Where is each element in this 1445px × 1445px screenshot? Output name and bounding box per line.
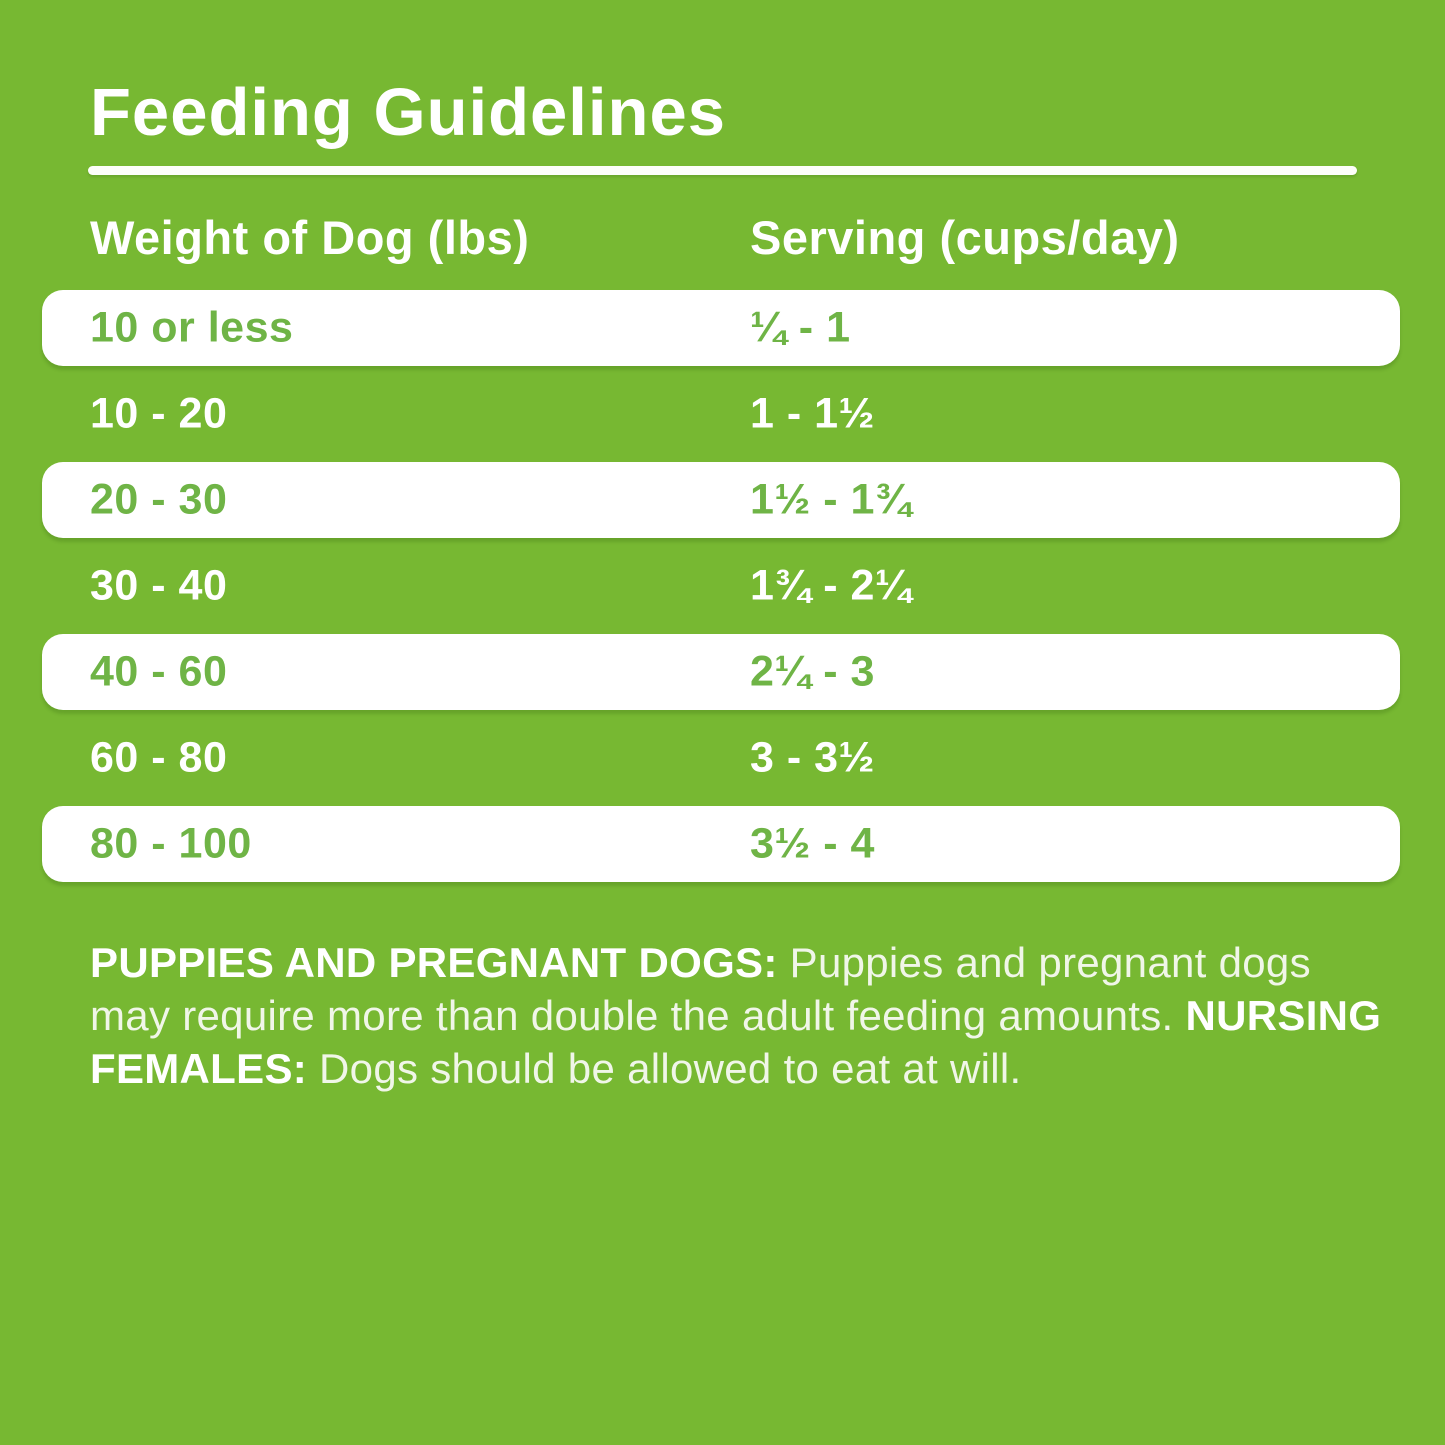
cell-weight: 80 - 100 (90, 819, 252, 868)
cell-serving: 1¾ - 2¼ (750, 561, 912, 610)
cell-serving: 1 - 1½ (750, 389, 875, 438)
column-header-weight: Weight of Dog (lbs) (90, 211, 530, 264)
table-row: 30 - 40 1¾ - 2¼ (0, 543, 1445, 629)
note-label-puppies: PUPPIES AND PREGNANT DOGS: (90, 939, 778, 986)
row-background-bar (42, 806, 1400, 882)
page-title: Feeding Guidelines (90, 75, 726, 150)
table-row: 10 or less ¼ - 1 (0, 285, 1445, 371)
feeding-note: PUPPIES AND PREGNANT DOGS: Puppies and p… (90, 936, 1390, 1095)
title-divider (88, 166, 1357, 175)
feeding-table: 10 or less ¼ - 1 10 - 20 1 - 1½ 20 - 30 … (0, 285, 1445, 887)
cell-serving: 2¼ - 3 (750, 647, 875, 696)
note-text-puppies: Puppies and pregnant dogs may require mo… (90, 939, 1311, 1039)
cell-serving: 1½ - 1¾ (750, 475, 912, 524)
cell-weight: 60 - 80 (90, 733, 228, 782)
cell-weight: 10 - 20 (90, 389, 228, 438)
note-text-nursing: Dogs should be allowed to eat at will. (307, 1045, 1022, 1092)
cell-serving: 3 - 3½ (750, 733, 875, 782)
row-background-bar (42, 462, 1400, 538)
cell-serving: 3½ - 4 (750, 819, 875, 868)
cell-serving: ¼ - 1 (750, 303, 851, 352)
column-header-serving: Serving (cups/day) (750, 211, 1180, 264)
note-label-nursing: NURSING FEMALES: (90, 992, 1382, 1092)
table-row: 80 - 100 3½ - 4 (0, 801, 1445, 887)
table-row: 10 - 20 1 - 1½ (0, 371, 1445, 457)
table-row: 20 - 30 1½ - 1¾ (0, 457, 1445, 543)
table-row: 60 - 80 3 - 3½ (0, 715, 1445, 801)
row-background-bar (42, 634, 1400, 710)
cell-weight: 30 - 40 (90, 561, 228, 610)
cell-weight: 20 - 30 (90, 475, 228, 524)
cell-weight: 40 - 60 (90, 647, 228, 696)
row-background-bar (42, 290, 1400, 366)
cell-weight: 10 or less (90, 303, 294, 352)
table-row: 40 - 60 2¼ - 3 (0, 629, 1445, 715)
